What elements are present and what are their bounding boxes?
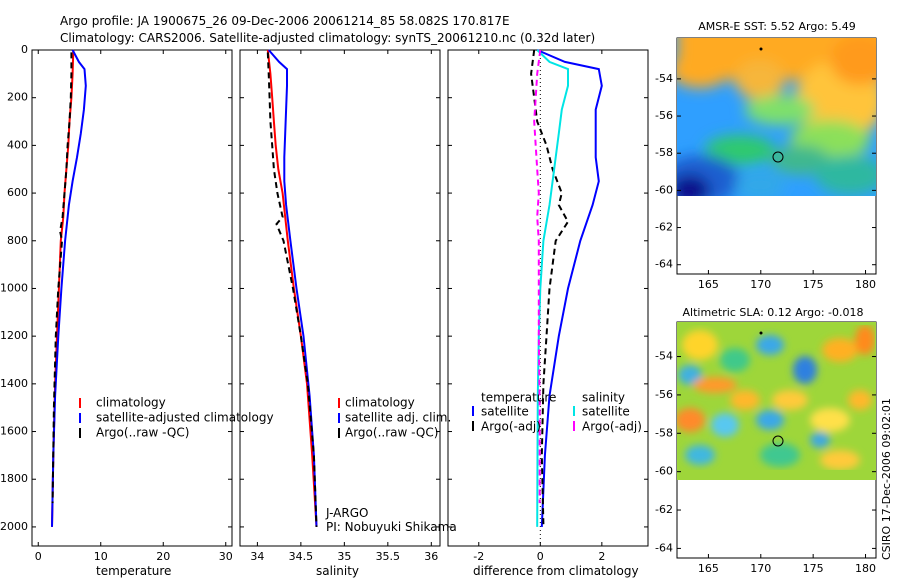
x-tick-label: 175: [803, 562, 824, 575]
legend-temperature-heading: temperature: [481, 391, 556, 405]
series-line: [536, 49, 569, 527]
x-tick-label: 0: [35, 550, 42, 563]
series-line: [51, 49, 75, 527]
credit-label: CSIRO 17-Dec-2006 09:02:01: [880, 398, 893, 560]
y-tick-label: -60: [655, 183, 673, 196]
y-tick-label: 1400: [0, 377, 28, 390]
sst-map-title: AMSR-E SST: 5.52 Argo: 5.49: [698, 20, 856, 33]
y-tick-label: -62: [655, 503, 673, 516]
header-line1: Argo profile: JA 1900675_26 09-Dec-2006 …: [60, 14, 510, 28]
y-tick-label: 1200: [0, 329, 28, 342]
y-tick-label: 800: [7, 234, 28, 247]
x-tick-label: 170: [750, 562, 771, 575]
x-tick-label: 0: [537, 550, 544, 563]
legend-argo: Argo(..raw -QC): [345, 426, 438, 440]
temperature-panel: 0 200 400 600 800 1000 1200 1400 1600 1800 2000 0 1…: [0, 43, 274, 578]
reference-point: [759, 47, 763, 51]
difference-axes-frame: [447, 49, 649, 547]
temperature-axes-frame: [31, 49, 233, 547]
legend-satellite: satellite adj. clim.: [345, 411, 451, 425]
y-tick-label: -54: [655, 72, 673, 85]
y-tick-label: 1000: [0, 281, 28, 294]
x-tick-label: 10: [94, 550, 108, 563]
y-tick-label: 200: [7, 91, 28, 104]
y-tick-label: -56: [655, 109, 673, 122]
series-line: [266, 52, 318, 527]
x-tick-label: 30: [219, 550, 233, 563]
salinity-axes-frame: [239, 49, 441, 547]
legend-climatology: climatology: [345, 396, 415, 410]
y-tick-label: 600: [7, 186, 28, 199]
x-tick-label: 34.5: [289, 550, 314, 563]
y-tick-label: 1800: [0, 472, 28, 485]
salinity-xlabel: salinity: [316, 564, 359, 578]
legend-climatology: climatology: [96, 396, 166, 410]
x-tick-label: 180: [855, 278, 876, 291]
y-tick-label: -64: [655, 541, 673, 554]
sst-heatmap: [677, 38, 876, 196]
y-tick-label: 400: [7, 138, 28, 151]
series-line: [266, 49, 318, 527]
y-tick-label: -60: [655, 465, 673, 478]
y-tick-label: -54: [655, 350, 673, 363]
y-tick-label: 1600: [0, 425, 28, 438]
sla-heatmap: [677, 322, 876, 480]
difference-xlabel: difference from climatology: [473, 564, 639, 578]
argo-float-marker: [772, 151, 784, 163]
temperature-legend: climatology satellite-adjusted climatolo…: [79, 396, 274, 440]
legend-sal-satellite: satellite: [582, 405, 630, 419]
x-tick-label: 35.5: [376, 550, 401, 563]
legend-argo: Argo(..raw -QC): [96, 426, 189, 440]
x-tick-label: 165: [698, 278, 719, 291]
difference-panel: -2 0 2 difference from climatology tempera…: [447, 49, 649, 578]
x-tick-label: 35: [337, 550, 351, 563]
series-line: [51, 52, 73, 504]
reference-point: [759, 331, 763, 335]
header-line2: Climatology: CARS2006. Satellite-adjuste…: [60, 31, 595, 45]
sla-map-panel: Altimetric SLA: 0.12 Argo: -0.018: [655, 306, 877, 575]
sla-map-title: Altimetric SLA: 0.12 Argo: -0.018: [683, 306, 864, 319]
x-tick-label: 170: [750, 278, 771, 291]
legend-satellite: satellite-adjusted climatology: [96, 411, 274, 425]
sst-map-panel: AMSR-E SST: 5.52 Argo: 5.49 165 17: [655, 20, 877, 291]
series-line: [51, 49, 87, 527]
y-tick-label: -56: [655, 388, 673, 401]
series-line: [530, 49, 570, 525]
y-tick-label: -58: [655, 146, 673, 159]
x-tick-label: 180: [855, 562, 876, 575]
legend-temp-argo: Argo(-adj): [481, 420, 541, 434]
x-tick-label: 36: [424, 550, 438, 563]
x-tick-label: -2: [473, 550, 484, 563]
x-tick-label: 175: [803, 278, 824, 291]
x-tick-label: 2: [598, 550, 605, 563]
y-tick-label: -58: [655, 426, 673, 439]
y-tick-label: 2000: [0, 520, 28, 533]
series-line: [533, 49, 542, 504]
argo-float-marker: [772, 435, 784, 447]
y-tick-label: -62: [655, 221, 673, 234]
x-tick-label: 34: [250, 550, 264, 563]
annotation-project: J-ARGO: [325, 506, 368, 520]
annotation-pi: PI: Nobuyuki Shikama: [326, 520, 457, 534]
series-line: [536, 49, 603, 527]
salinity-panel: 34 34.5 35 35.5 36 salinity climatology sate…: [239, 49, 457, 578]
x-tick-label: 20: [156, 550, 170, 563]
salinity-legend: climatology satellite adj. clim. Argo(..…: [338, 396, 451, 440]
temperature-xlabel: temperature: [96, 564, 171, 578]
legend-salinity-heading: salinity: [582, 391, 625, 405]
y-tick-label: 0: [21, 43, 28, 56]
legend-temp-satellite: satellite: [481, 405, 529, 419]
difference-legend: temperature satellite Argo(-adj) salinit…: [472, 391, 642, 434]
y-tick-label: -64: [655, 258, 673, 271]
legend-sal-argo: Argo(-adj): [582, 420, 642, 434]
x-tick-label: 165: [698, 562, 719, 575]
